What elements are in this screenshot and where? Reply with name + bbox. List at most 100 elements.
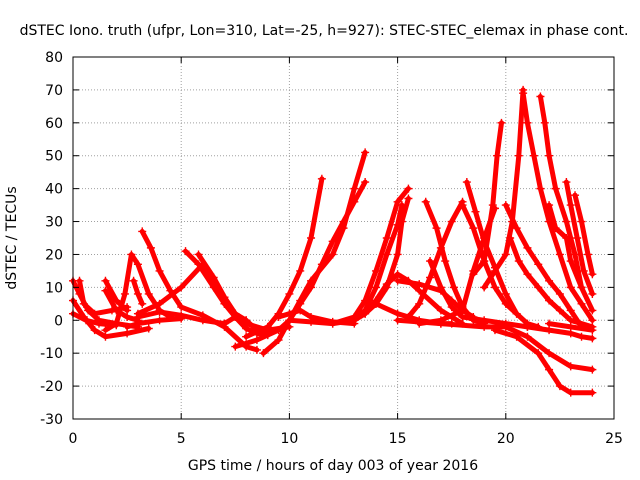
data-point	[447, 303, 456, 312]
data-point	[382, 250, 391, 259]
data-point	[123, 322, 132, 331]
data-point	[566, 306, 575, 315]
series-line	[103, 288, 141, 323]
data-point	[501, 289, 510, 298]
series-line	[103, 252, 173, 333]
data-series-9	[138, 227, 261, 354]
data-point	[252, 336, 261, 345]
data-point	[566, 362, 575, 371]
y-axis-ticks: -30 -20 -10 0 10 20 30 40 50 60 70 80	[40, 50, 614, 428]
y-tick-label: 60	[45, 116, 63, 132]
x-tick-label: 5	[177, 431, 186, 447]
data-point	[350, 184, 359, 193]
data-point	[529, 151, 538, 160]
data-point	[144, 289, 153, 298]
data-point	[441, 257, 450, 266]
data-point	[436, 319, 445, 328]
y-tick-label: 10	[45, 280, 63, 296]
data-point	[101, 286, 110, 295]
data-point	[81, 316, 90, 325]
data-point	[545, 151, 554, 160]
y-tick-label: -10	[40, 346, 63, 362]
data-series-42	[490, 326, 597, 397]
data-point	[242, 316, 251, 325]
data-point	[588, 365, 597, 374]
data-series-32	[469, 118, 506, 279]
x-axis-label: GPS time / hours of day 003 of year 2016	[188, 458, 478, 474]
data-point	[274, 326, 283, 335]
data-point	[555, 250, 564, 259]
data-point	[242, 332, 251, 341]
data-point	[146, 243, 155, 252]
data-point	[493, 151, 502, 160]
data-point	[506, 234, 515, 242]
data-point	[79, 299, 88, 308]
series-line	[124, 316, 184, 330]
data-point	[90, 326, 99, 335]
data-point	[588, 334, 597, 343]
series-line	[139, 228, 260, 353]
data-point	[540, 118, 549, 127]
data-point	[514, 151, 523, 160]
data-point	[566, 257, 575, 266]
series-line	[572, 192, 595, 277]
data-point	[426, 257, 435, 266]
data-point	[393, 220, 402, 229]
data-point	[469, 224, 478, 233]
data-point	[501, 299, 510, 308]
data-point	[545, 349, 554, 358]
data-point	[555, 306, 564, 315]
data-point	[328, 319, 337, 328]
data-point	[350, 197, 359, 206]
data-series-44	[545, 319, 597, 335]
data-point	[566, 388, 575, 397]
data-series-7	[101, 286, 142, 325]
data-point	[220, 319, 229, 328]
data-point	[490, 326, 499, 335]
x-tick-label: 0	[69, 431, 78, 447]
y-tick-label: 80	[45, 50, 63, 66]
data-point	[415, 280, 424, 289]
series-layer	[69, 85, 597, 397]
data-point	[562, 217, 571, 226]
data-point	[534, 349, 543, 358]
data-point	[512, 332, 521, 341]
data-point	[534, 283, 543, 292]
data-point	[404, 184, 413, 193]
data-point	[94, 319, 103, 328]
data-point	[551, 184, 560, 193]
data-point	[512, 224, 521, 233]
data-point	[209, 273, 218, 282]
data-point	[566, 201, 575, 210]
series-line	[503, 202, 584, 330]
data-point	[447, 217, 456, 226]
data-point	[181, 247, 190, 256]
data-point	[138, 227, 147, 236]
data-point	[393, 250, 402, 259]
data-point	[577, 299, 586, 308]
data-point	[133, 289, 142, 298]
data-point	[555, 289, 564, 298]
data-point	[523, 243, 532, 252]
data-point	[490, 266, 499, 275]
data-point	[523, 322, 532, 331]
data-point	[449, 283, 458, 292]
data-point	[155, 299, 164, 308]
data-point	[436, 283, 445, 292]
data-point	[588, 306, 597, 315]
data-point	[285, 316, 294, 325]
data-point	[480, 283, 489, 292]
data-series-39	[562, 178, 597, 298]
data-point	[404, 194, 413, 203]
data-point	[545, 201, 554, 210]
data-point	[562, 178, 571, 187]
data-point	[177, 283, 186, 292]
data-point	[317, 174, 326, 183]
data-point	[551, 224, 560, 233]
data-point	[562, 234, 571, 242]
series-line	[70, 298, 152, 340]
plot-frame	[72, 56, 615, 420]
data-point	[545, 365, 554, 374]
y-tick-label: 70	[45, 83, 63, 99]
data-point	[194, 260, 203, 269]
